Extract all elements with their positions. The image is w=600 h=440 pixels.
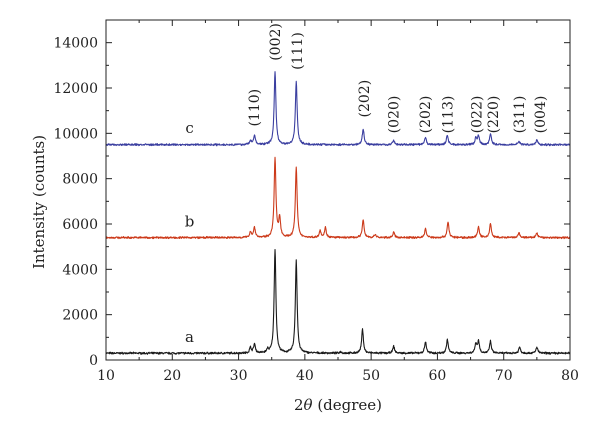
x-tick-label-80: 80 [561,368,579,384]
series-line-a [105,248,571,355]
x-tick-label-20: 20 [163,368,181,384]
plot-frame [105,19,571,361]
peak-label-4: (020) [387,96,403,134]
y-tick-label-14000: 14000 [53,36,98,52]
y-tick-label-10000: 10000 [53,126,98,142]
peak-label-1: (002) [268,23,284,61]
x-tick-label-30: 30 [230,368,248,384]
peak-label-10: (004) [533,96,549,134]
x-axis-title-prefix: 2 [294,396,304,414]
x-axis-title: 2θ (degree) [294,396,382,414]
peak-label-0: (110) [247,89,263,127]
x-tick-label-60: 60 [429,368,447,384]
y-tick-label-2000: 2000 [62,308,98,324]
y-tick-label-12000: 12000 [53,81,98,97]
peak-label-6: (113) [440,96,456,134]
series-label-c: c [185,119,193,137]
x-tick-label-40: 40 [296,368,314,384]
peak-label-2: (111) [290,32,306,70]
series-label-b: b [185,213,195,231]
peak-label-5: (202) [418,96,434,134]
x-axis-title-symbol: θ [304,396,313,414]
axes: 10 20 30 40 50 60 70 80 0 2000 4000 6000 8000 10000 12… [53,19,579,384]
x-axis-title-suffix: (degree) [313,396,382,414]
series-line-c [105,71,571,147]
x-tick-label-70: 70 [495,368,513,384]
series-labels: a b c [185,119,195,346]
peak-label-9: (311) [512,96,528,134]
y-tick-label-8000: 8000 [62,172,98,188]
peak-label-3: (202) [357,80,373,118]
series-line-b [105,156,571,240]
series-lines [105,71,571,355]
y-tick-label-6000: 6000 [62,217,98,233]
y-tick-label-0: 0 [89,353,98,369]
x-tick-label-50: 50 [362,368,380,384]
y-tick-label-4000: 4000 [62,262,98,278]
y-axis-title: Intensity (counts) [30,135,48,269]
x-tick-label-10: 10 [97,368,115,384]
peak-label-8: (220) [486,96,502,134]
peak-label-7: (022) [470,96,486,134]
peak-annotations: (110) (002) (111) (202) (020) (202) (113) (022)… [247,23,549,133]
series-label-a: a [185,328,194,346]
